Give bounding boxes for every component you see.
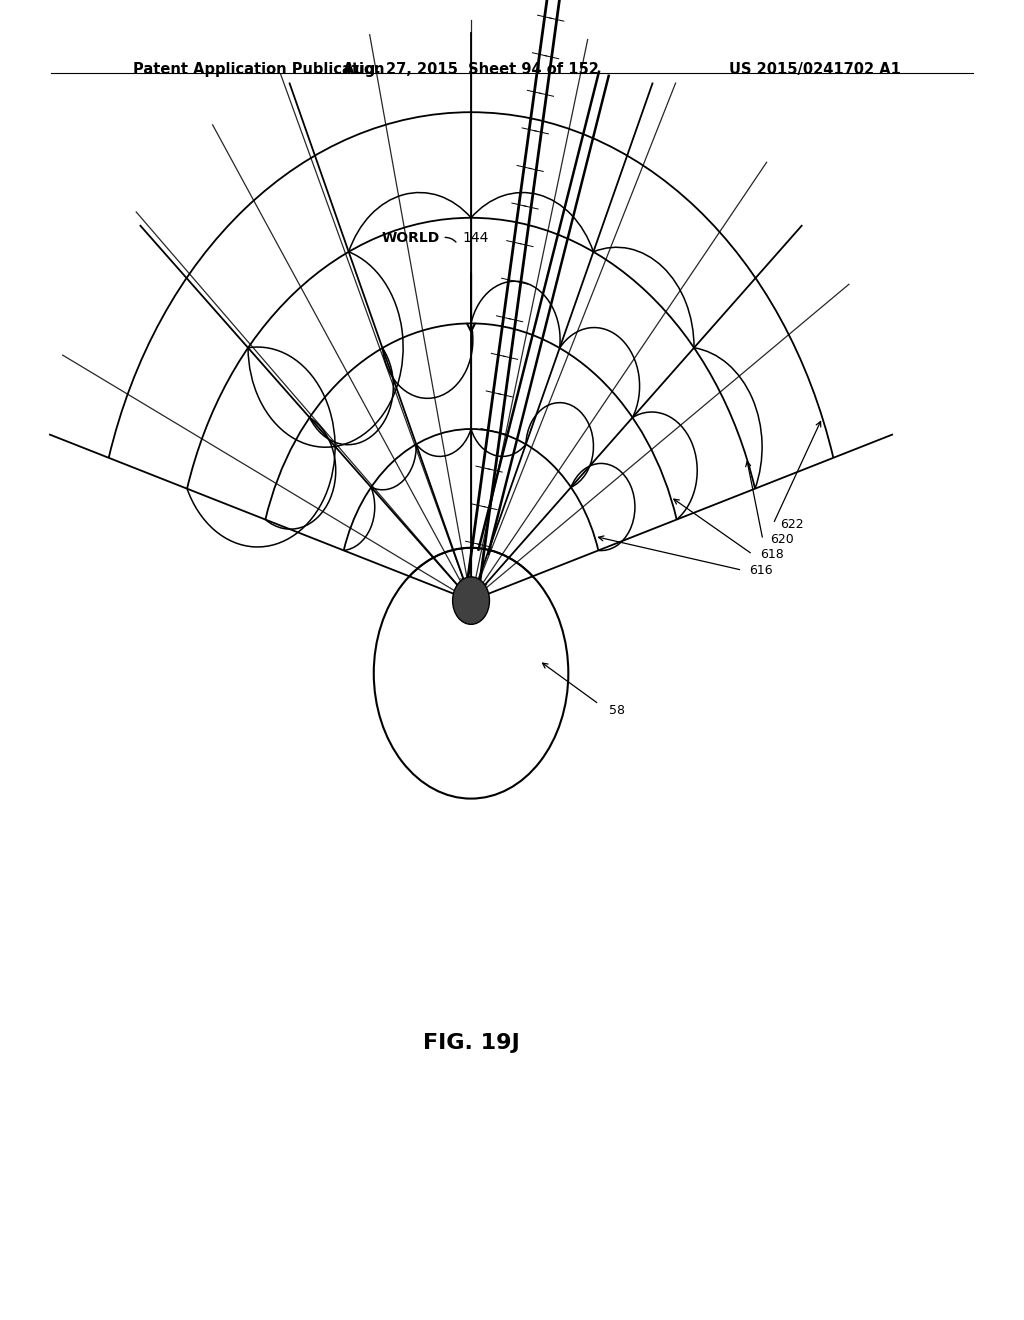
Text: 622: 622 [780,517,804,531]
Text: 58: 58 [609,705,626,717]
Text: FIG. 19J: FIG. 19J [423,1032,519,1053]
Circle shape [453,577,489,624]
Text: 618: 618 [760,548,783,561]
Text: 144: 144 [463,231,489,244]
Text: 620: 620 [770,533,794,546]
Text: Patent Application Publication: Patent Application Publication [133,62,385,77]
Text: US 2015/0241702 A1: US 2015/0241702 A1 [729,62,901,77]
Text: WORLD: WORLD [382,231,440,244]
Text: Aug. 27, 2015  Sheet 94 of 152: Aug. 27, 2015 Sheet 94 of 152 [343,62,599,77]
Text: 616: 616 [750,564,773,577]
